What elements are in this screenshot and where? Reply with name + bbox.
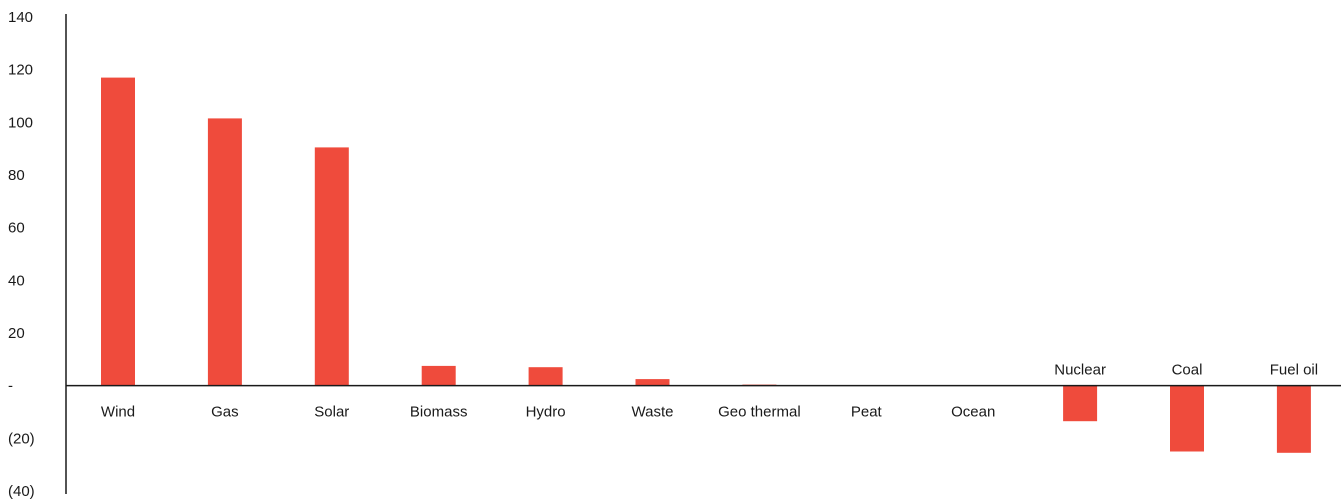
category-label-ocean: Ocean [951, 404, 995, 421]
y-tick-label: (20) [8, 430, 35, 447]
category-labels: Wind Gas Solar Biomass Hydro Waste Geo thermal… [101, 362, 1318, 421]
y-tick-label: 100 [8, 114, 33, 131]
category-label-waste: Waste [632, 404, 674, 421]
bar-waste [635, 379, 670, 386]
y-axis-ticks: 140 120 100 80 60 40 20 - (20) (40) [8, 9, 35, 500]
y-tick-label: 120 [8, 62, 33, 79]
bar-gas [207, 118, 242, 386]
y-tick-label: - [8, 378, 13, 395]
category-label-peat: Peat [851, 404, 883, 421]
y-tick-label: 80 [8, 167, 25, 184]
category-label-solar: Solar [314, 404, 349, 421]
bar-wind [101, 77, 135, 386]
bar-coal [1170, 385, 1204, 452]
bars [101, 77, 1311, 453]
category-label-nuclear: Nuclear [1054, 362, 1106, 379]
bar-solar [314, 147, 349, 386]
category-label-hydro: Hydro [526, 404, 566, 421]
y-tick-label: 20 [8, 325, 25, 342]
y-tick-label: 140 [8, 9, 33, 26]
bar-hydro [528, 367, 563, 386]
bar-nuclear [1063, 385, 1098, 422]
category-label-biomass: Biomass [410, 404, 468, 421]
category-label-wind: Wind [101, 404, 135, 421]
bar-fuel-oil [1276, 385, 1311, 453]
y-tick-label: (40) [8, 483, 35, 500]
category-label-coal: Coal [1172, 362, 1203, 379]
category-label-geo-thermal: Geo thermal [718, 404, 801, 421]
bar-biomass [421, 365, 456, 386]
category-label-gas: Gas [211, 404, 239, 421]
y-tick-label: 60 [8, 220, 25, 237]
category-label-fuel-oil: Fuel oil [1270, 362, 1318, 379]
y-tick-label: 40 [8, 272, 25, 289]
